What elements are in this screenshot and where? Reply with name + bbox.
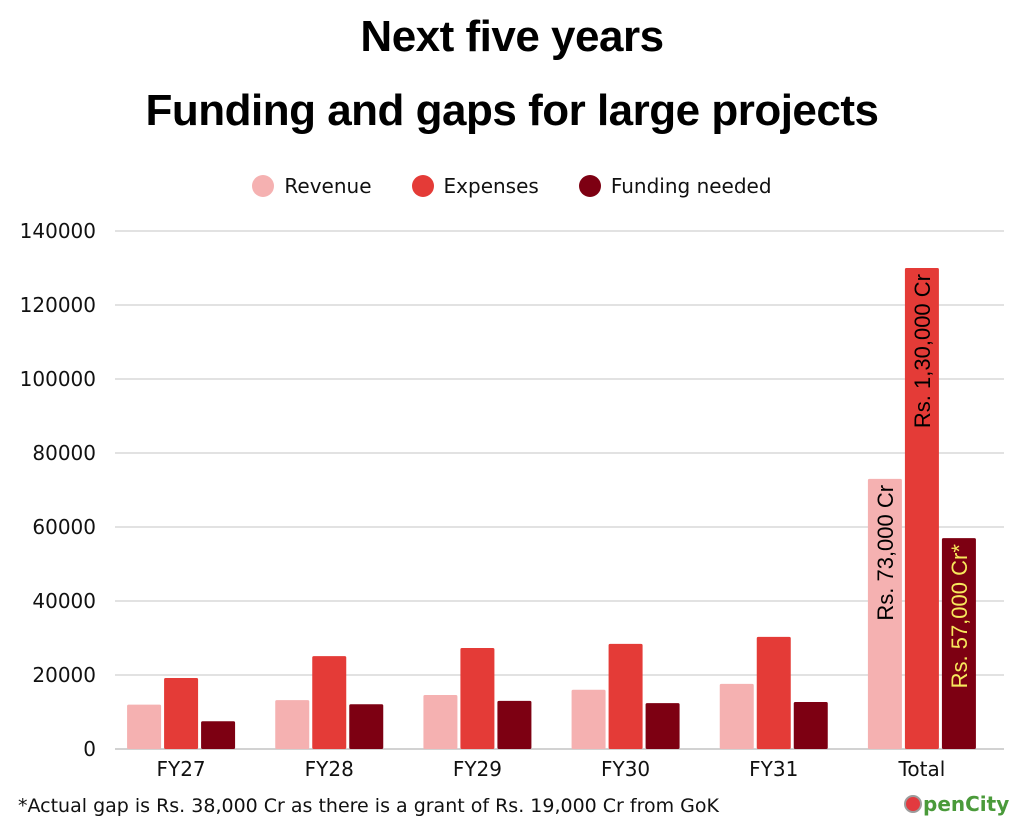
bar-revenue [571,689,606,749]
bar-funding-needed [941,538,976,749]
x-tick-label: FY27 [156,757,205,781]
legend-label-funding-needed: Funding needed [610,174,772,198]
bar-revenue [275,700,310,749]
bar-expenses [608,643,643,749]
legend-label-revenue: Revenue [284,174,372,198]
x-tick-label: FY31 [749,757,798,781]
footnote: *Actual gap is Rs. 38,000 Cr as there is… [18,795,719,817]
bar-expenses [312,656,347,749]
x-tick-label: Total [898,757,946,781]
legend-label-expenses: Expenses [443,174,539,198]
bar-expenses [904,268,939,749]
bar-funding-needed [201,721,236,749]
bar-revenue [719,683,754,749]
bar-revenue [867,478,902,749]
bar-data-label: Rs. 1,30,000 Cr [910,274,935,428]
x-tick-label: FY29 [453,757,502,781]
legend-item-expenses: Expenses [411,174,539,198]
bar-funding-needed [793,702,828,749]
y-tick-label: 20000 [32,663,96,687]
bar-data-label: Rs. 57,000 Cr* [947,544,972,689]
y-tick-label: 120000 [20,293,96,317]
bar-funding-needed [645,703,680,749]
y-tick-label: 0 [83,737,96,761]
bar-expenses [460,647,495,749]
bar-expenses [164,677,199,749]
x-tick-label: FY28 [305,757,354,781]
legend-swatch-revenue [252,175,275,197]
legend-item-funding-needed: Funding needed [578,174,772,198]
chart-title-line-1: Next five years [360,12,664,61]
opencity-logo: penCity [904,792,1009,816]
chart-title-line-2: Funding and gaps for large projects [145,86,879,135]
x-tick-label: FY30 [601,757,650,781]
y-tick-label: 60000 [32,515,96,539]
bar-funding-needed [349,704,384,749]
bar-funding-needed [497,700,532,749]
y-tick-label: 40000 [32,589,96,613]
legend: Revenue Expenses Funding needed [0,174,1024,198]
bar-expenses [756,636,791,749]
logo-text: penCity [923,792,1010,816]
y-tick-label: 80000 [32,441,96,465]
y-tick-label: 140000 [20,219,96,243]
y-tick-label: 100000 [20,367,96,391]
legend-swatch-funding-needed [578,175,601,197]
bar-revenue [423,694,458,749]
opencity-logo-icon [904,795,922,813]
bar-data-label: Rs. 73,000 Cr [873,485,898,621]
legend-swatch-expenses [411,175,434,197]
bar-revenue [127,704,162,749]
legend-item-revenue: Revenue [252,174,372,198]
